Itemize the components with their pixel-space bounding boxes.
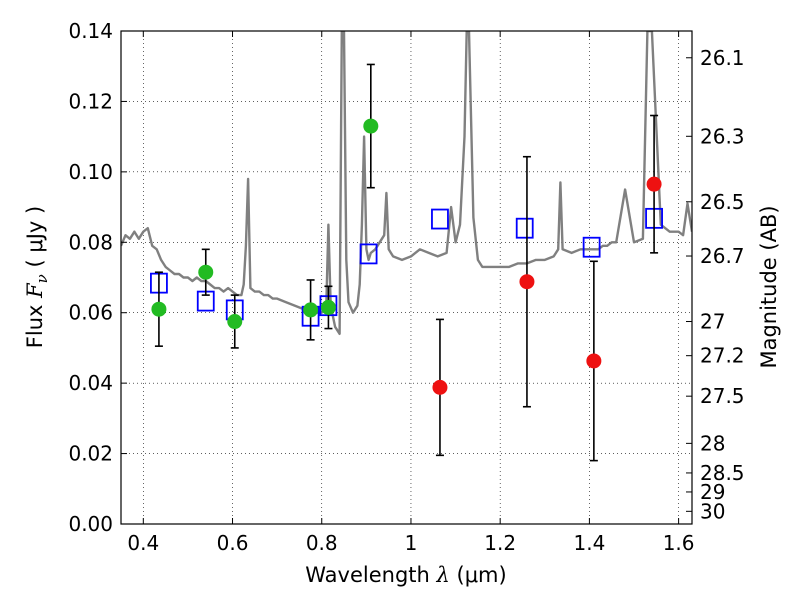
observed-flux-point bbox=[320, 299, 336, 315]
observed-flux-point bbox=[198, 264, 214, 280]
y-tick-label: 0.04 bbox=[68, 371, 113, 395]
observed-flux-point bbox=[363, 118, 379, 134]
ticks-layer: 0.4 0.6 0.8 1 1.2 1.4 1.6 0.00 0.02 0.04 0.06 0.08 0… bbox=[68, 19, 744, 555]
observed-flux-point bbox=[519, 274, 535, 290]
x-tick-label: 1.4 bbox=[573, 531, 605, 555]
y-axis-label-unit: ( μJy ) bbox=[23, 206, 47, 274]
plot-frame bbox=[120, 30, 693, 525]
y-axis-label-symbol: F bbox=[23, 282, 47, 299]
observed-flux-point bbox=[432, 379, 448, 395]
y-tick-label: 0.08 bbox=[68, 230, 113, 254]
y-axis-label-prefix: Flux bbox=[23, 298, 47, 348]
y-tick-label: 0.12 bbox=[68, 89, 113, 113]
x-tick-label: 0.4 bbox=[127, 531, 159, 555]
y2-tick-label: 27 bbox=[700, 310, 725, 334]
x-tick-label: 0.6 bbox=[217, 531, 249, 555]
model-photometry-square bbox=[515, 217, 534, 239]
observed-flux-point bbox=[227, 314, 243, 330]
y2-tick-label: 26.1 bbox=[700, 46, 745, 70]
observed-flux-point bbox=[303, 302, 319, 318]
y-tick-label: 0.14 bbox=[68, 19, 113, 43]
y2-axis-label: Magnitude (AB) bbox=[757, 205, 781, 368]
y2-tick-label: 28 bbox=[700, 431, 725, 455]
x-axis-label: Wavelength λ (μm) bbox=[305, 563, 506, 587]
x-tick-label: 0.8 bbox=[306, 531, 338, 555]
y-axis-label-subscript: ν bbox=[33, 274, 51, 283]
y2-tick-label: 26.7 bbox=[700, 244, 745, 268]
y2-tick-label: 26.5 bbox=[700, 190, 745, 214]
x-tick-label: 1 bbox=[405, 531, 418, 555]
observed-flux-point bbox=[646, 176, 662, 192]
plot-area-border bbox=[120, 30, 693, 525]
y2-tick-label: 28.5 bbox=[700, 461, 745, 485]
x-axis-label-prefix: Wavelength bbox=[305, 563, 436, 587]
y2-tick-label: 26.3 bbox=[700, 124, 745, 148]
y2-tick-label: 27.5 bbox=[700, 384, 745, 408]
markers-layer bbox=[150, 63, 663, 462]
model-photometry-square bbox=[431, 208, 449, 230]
spectrum-line bbox=[121, 31, 692, 335]
model-photometry-square bbox=[359, 243, 378, 265]
y-tick-label: 0.06 bbox=[68, 301, 113, 325]
y2-tick-label: 29 bbox=[700, 480, 725, 504]
model-photometry-square bbox=[582, 236, 601, 258]
x-tick-label: 1.2 bbox=[484, 531, 516, 555]
y2-tick-label: 30 bbox=[700, 499, 725, 523]
x-tick-label: 1.6 bbox=[663, 531, 695, 555]
y-axis-label: Flux Fν ( μJy ) bbox=[23, 206, 51, 348]
y-tick-label: 0.02 bbox=[68, 442, 113, 466]
x-axis-label-unit: (μm) bbox=[450, 563, 507, 587]
spectrum-layer bbox=[121, 31, 692, 335]
y2-tick-label: 27.2 bbox=[700, 344, 745, 368]
y-tick-label: 0.10 bbox=[68, 160, 113, 184]
x-axis-label-symbol: λ bbox=[436, 563, 450, 587]
observed-flux-point bbox=[586, 353, 602, 369]
y-tick-label: 0.00 bbox=[68, 512, 113, 536]
observed-flux-point bbox=[151, 301, 167, 317]
